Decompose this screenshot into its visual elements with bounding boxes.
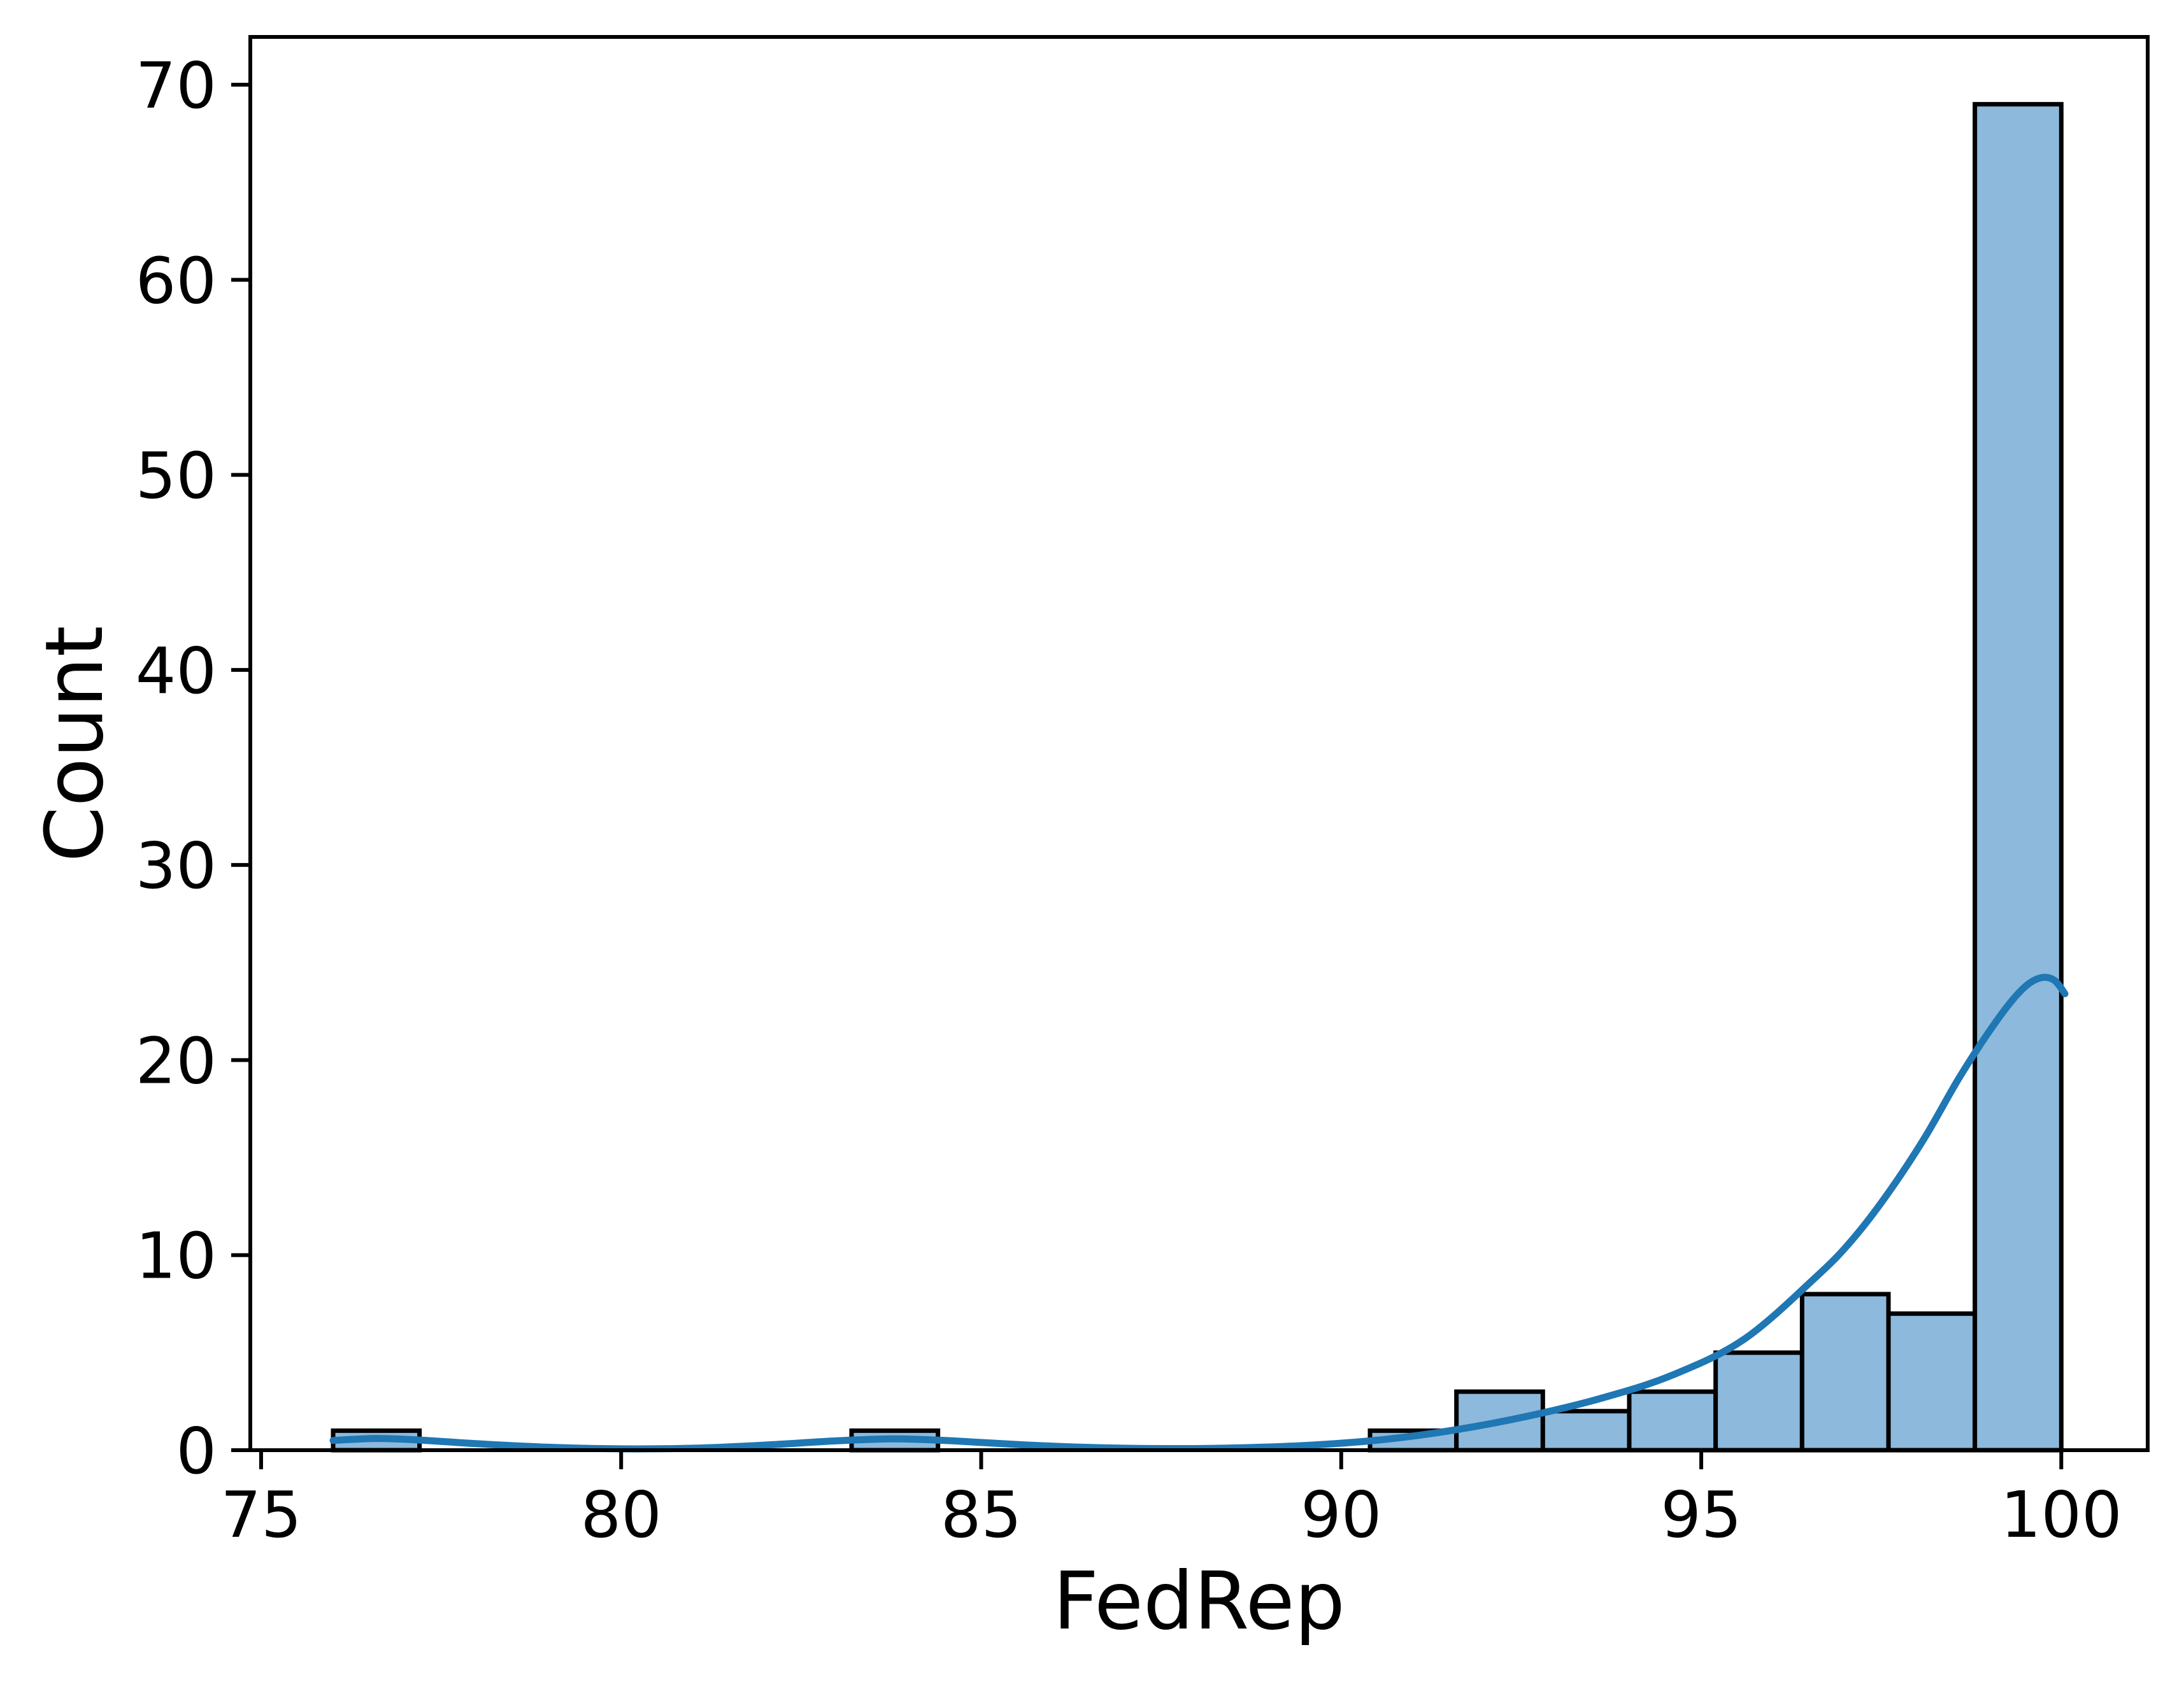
y-tick-label: 10 <box>136 1219 217 1294</box>
x-tick-label: 75 <box>220 1478 301 1552</box>
axes-frame <box>248 35 2150 1452</box>
histogram-bars <box>331 102 2064 1453</box>
histogram-bar <box>1973 102 2064 1453</box>
histogram-bar <box>1713 1350 1804 1453</box>
y-tick-label: 30 <box>136 829 217 903</box>
x-tick-label: 100 <box>2001 1478 2122 1552</box>
x-axis-label: FedRep <box>1053 1555 1345 1648</box>
axis-ticks <box>231 83 2064 1469</box>
y-tick-label: 50 <box>136 439 217 513</box>
histogram-bar <box>1627 1389 1718 1453</box>
y-tick-label: 70 <box>136 48 217 123</box>
histogram-bar <box>1540 1409 1632 1453</box>
y-tick-label: 0 <box>176 1414 217 1488</box>
x-tick-label: 90 <box>1301 1478 1381 1552</box>
axes-spines <box>248 35 2150 1452</box>
histogram-bar <box>1799 1292 1891 1453</box>
y-tick-label: 60 <box>136 243 217 318</box>
y-tick-label: 40 <box>136 634 217 708</box>
x-tick-label: 85 <box>941 1478 1022 1552</box>
y-axis-label: Count <box>29 625 121 862</box>
x-tick-label: 80 <box>581 1478 662 1552</box>
y-tick-label: 20 <box>136 1023 217 1098</box>
tick-labels: 75 80 85 90 95 100 0 10 20 30 40 50 60 70 <box>136 48 2122 1552</box>
histogram-bar <box>1886 1311 1978 1453</box>
x-tick-label: 95 <box>1660 1478 1741 1552</box>
